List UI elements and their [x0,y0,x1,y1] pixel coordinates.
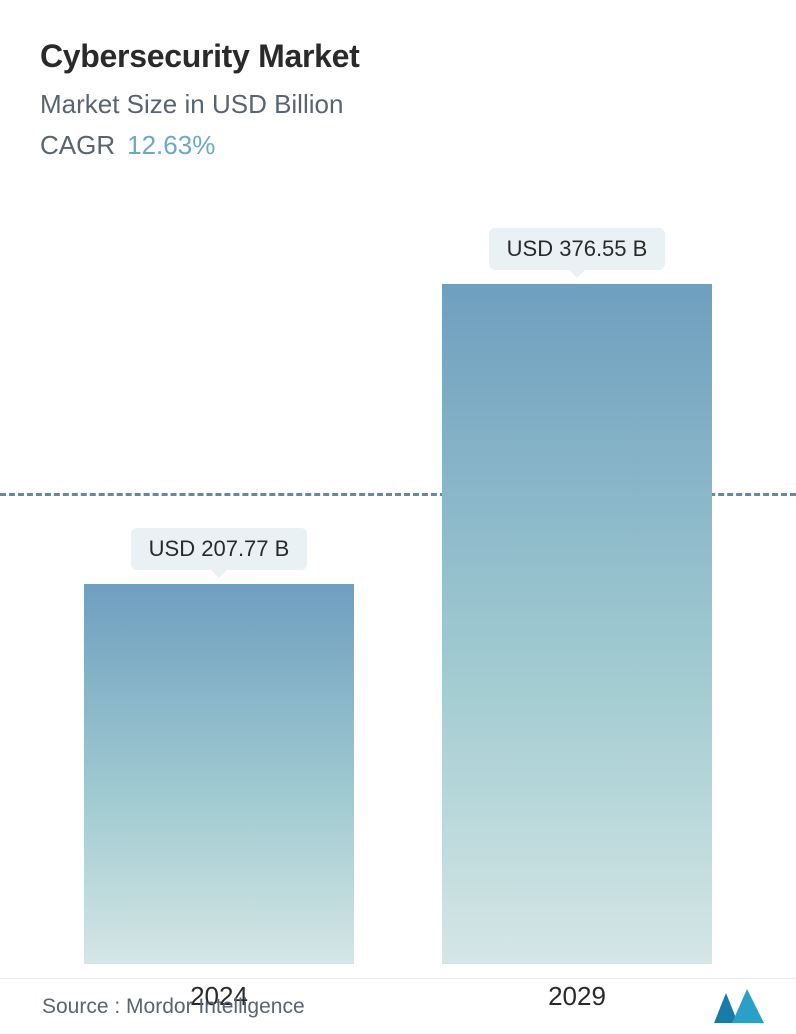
bar-value-pill-0: USD 207.77 B [131,528,308,570]
bar-1 [442,284,712,964]
footer: Source : Mordor Intelligence [0,978,796,1034]
cagr-label: CAGR [40,130,115,160]
cagr-line: CAGR 12.63% [40,130,756,161]
source-text: Source : Mordor Intelligence [42,995,305,1019]
bar-group-0: USD 207.77 B [84,528,354,964]
chart-subtitle: Market Size in USD Billion [40,89,756,120]
bar-0 [84,584,354,964]
infographic-card: Cybersecurity Market Market Size in USD … [0,0,796,1034]
bars-row: USD 207.77 B USD 376.55 B [40,284,756,964]
cagr-value: 12.63% [127,130,215,160]
bar-group-1: USD 376.55 B [442,228,712,964]
chart-area: USD 207.77 B USD 376.55 B 2024 2029 [40,201,756,1034]
bar-value-pill-1: USD 376.55 B [489,228,666,270]
chart-title: Cybersecurity Market [40,38,756,75]
brand-logo-icon [712,989,766,1025]
